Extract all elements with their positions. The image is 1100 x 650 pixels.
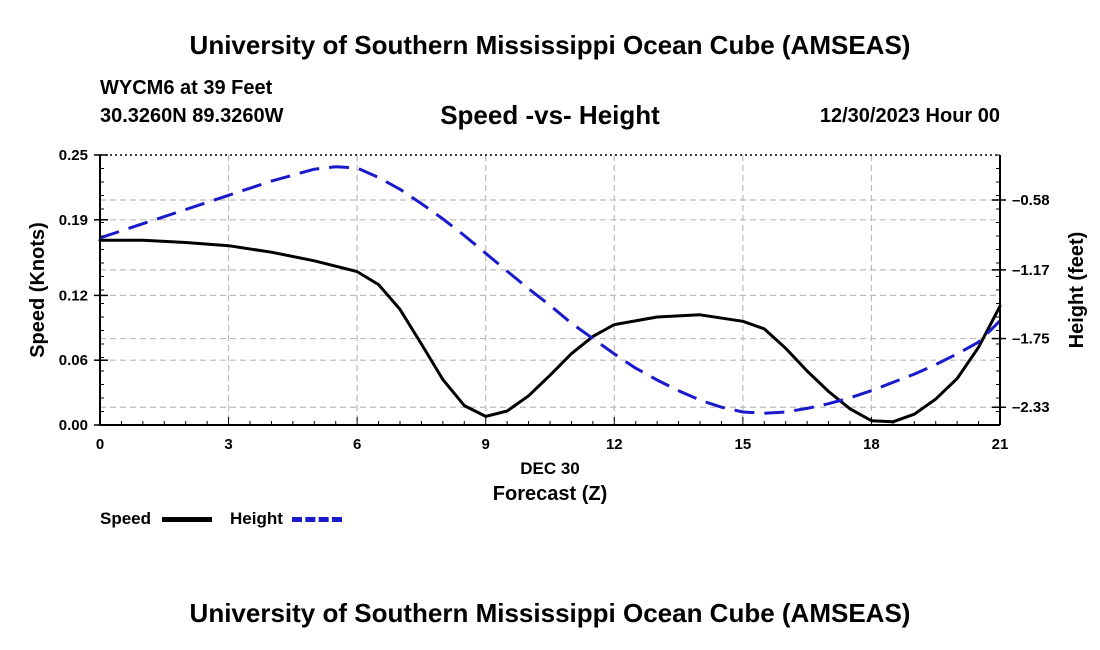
series-line-height bbox=[99, 165, 1002, 415]
page-title: University of Southern Mississippi Ocean… bbox=[189, 30, 911, 60]
y-left-tick-label: 0.25 bbox=[59, 147, 88, 164]
x-axis-date-label: DEC 30 bbox=[520, 459, 580, 478]
legend-speed-label: Speed bbox=[100, 509, 152, 528]
chart-frame bbox=[99, 154, 1001, 426]
y-left-tick-label: 0.12 bbox=[59, 287, 88, 304]
x-tick-label: 18 bbox=[863, 436, 880, 453]
forecast-datetime: 12/30/2023 Hour 00 bbox=[819, 105, 1000, 127]
y-right-tick-label: –0.58 bbox=[1012, 192, 1050, 209]
chart-labels: 0 3 6 9 12 15 18 21 0.00 0.06 0.12 0.19 0.25 –0.58 –1.… bbox=[27, 147, 1088, 505]
chart-series-layer bbox=[98, 165, 1002, 424]
x-tick-label: 0 bbox=[96, 436, 104, 453]
x-tick-label: 6 bbox=[353, 436, 361, 453]
y-right-tick-label: –1.17 bbox=[1012, 262, 1050, 279]
legend-height-swatch bbox=[292, 517, 342, 522]
series-line-speed bbox=[98, 238, 1002, 424]
station-coordinates: 30.3260N 89.3260W bbox=[100, 105, 284, 127]
chart-grid bbox=[100, 155, 1000, 425]
station-label: WYCM6 at 39 Feet bbox=[100, 77, 273, 99]
legend-height-label: Height bbox=[230, 509, 283, 528]
y-left-tick-label: 0.00 bbox=[59, 417, 88, 434]
footer-title: University of Southern Mississippi Ocean… bbox=[189, 598, 911, 628]
chart-title: Speed -vs- Height bbox=[440, 100, 660, 130]
x-tick-label: 21 bbox=[992, 436, 1009, 453]
x-tick-label: 3 bbox=[224, 436, 232, 453]
legend-speed-swatch bbox=[162, 517, 212, 522]
y-left-tick-label: 0.06 bbox=[59, 352, 88, 369]
chart-ticks bbox=[94, 154, 1006, 426]
x-tick-label: 12 bbox=[606, 436, 623, 453]
x-tick-label: 9 bbox=[482, 436, 490, 453]
y-right-tick-label: –2.33 bbox=[1012, 399, 1050, 416]
x-tick-label: 15 bbox=[735, 436, 752, 453]
y-right-tick-label: –1.75 bbox=[1012, 331, 1050, 348]
x-axis-title: Forecast (Z) bbox=[493, 483, 607, 505]
y-left-tick-label: 0.19 bbox=[59, 212, 88, 229]
y-axis-left-title: Speed (Knots) bbox=[27, 222, 49, 358]
y-axis-right-title: Height (feet) bbox=[1066, 232, 1088, 349]
